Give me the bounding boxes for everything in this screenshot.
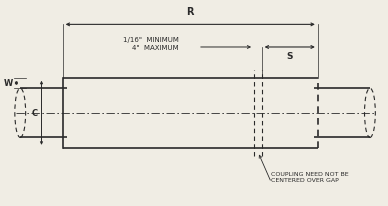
Text: C: C — [31, 109, 38, 118]
Text: COUPLING NEED NOT BE
CENTERED OVER GAP: COUPLING NEED NOT BE CENTERED OVER GAP — [271, 171, 349, 183]
Text: W: W — [3, 79, 12, 88]
Text: S: S — [286, 52, 293, 61]
Text: R: R — [187, 7, 194, 17]
Text: 1/16"  MINIMUM
4"  MAXIMUM: 1/16" MINIMUM 4" MAXIMUM — [123, 37, 178, 51]
